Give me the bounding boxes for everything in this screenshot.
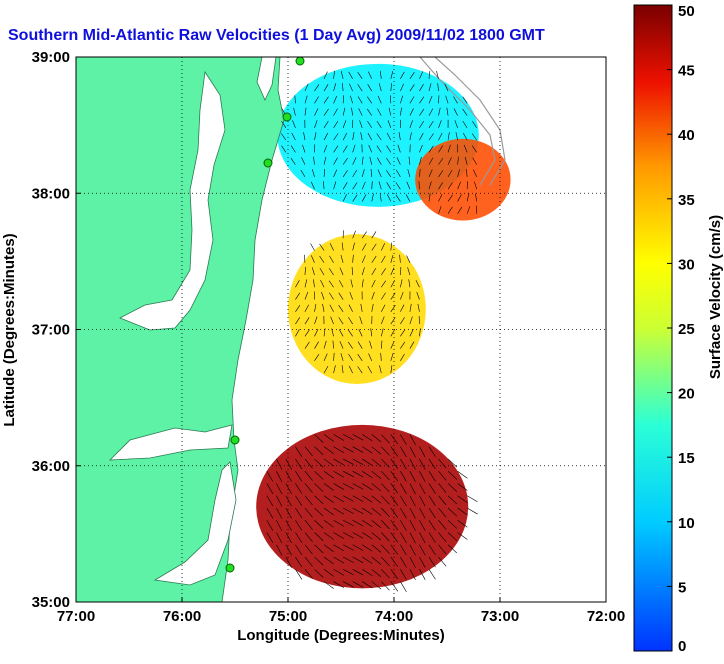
region-northeast-jet: [415, 139, 510, 221]
colorbar-tick-label: 15: [678, 450, 695, 467]
colorbar-tick-label: 10: [678, 515, 695, 532]
colorbar-tick-label: 50: [678, 3, 695, 20]
y-tick-label: 37:00: [32, 322, 70, 339]
y-tick-label: 39:00: [32, 49, 70, 66]
colorbar-tick-label: 30: [678, 256, 695, 273]
x-tick-label: 72:00: [587, 608, 625, 625]
x-tick-label: 75:00: [269, 608, 307, 625]
station-marker: [231, 436, 239, 444]
colorbar-tick-label: 0: [678, 638, 686, 655]
colorbar: [634, 5, 672, 651]
region-central-core: [288, 234, 426, 384]
colorbar-tick-label: 20: [678, 386, 695, 403]
station-marker: [264, 159, 272, 167]
x-axis-label: Longitude (Degrees:Minutes): [237, 627, 445, 644]
y-tick-label: 36:00: [32, 458, 70, 475]
colorbar-tick-label: 35: [678, 192, 695, 209]
y-tick-label: 35:00: [32, 594, 70, 611]
station-marker: [226, 564, 234, 572]
colorbar-tick-label: 40: [678, 127, 695, 144]
colorbar-tick-label: 5: [678, 579, 686, 596]
y-axis-ticks: 35:00 36:00 37:00 38:00 39:00: [32, 49, 81, 611]
x-tick-label: 74:00: [375, 608, 413, 625]
colorbar-tick-label: 45: [678, 63, 695, 80]
x-tick-label: 73:00: [481, 608, 519, 625]
y-axis-label: Latitude (Degrees:Minutes): [1, 233, 18, 426]
chart-title: Southern Mid-Atlantic Raw Velocities (1 …: [8, 27, 545, 44]
station-marker: [296, 57, 304, 65]
station-marker: [283, 113, 291, 121]
x-tick-label: 76:00: [163, 608, 201, 625]
colorbar-tick-label: 25: [678, 321, 695, 338]
y-tick-label: 38:00: [32, 185, 70, 202]
colorbar-label: Surface Velocity (cm/s): [707, 215, 724, 379]
